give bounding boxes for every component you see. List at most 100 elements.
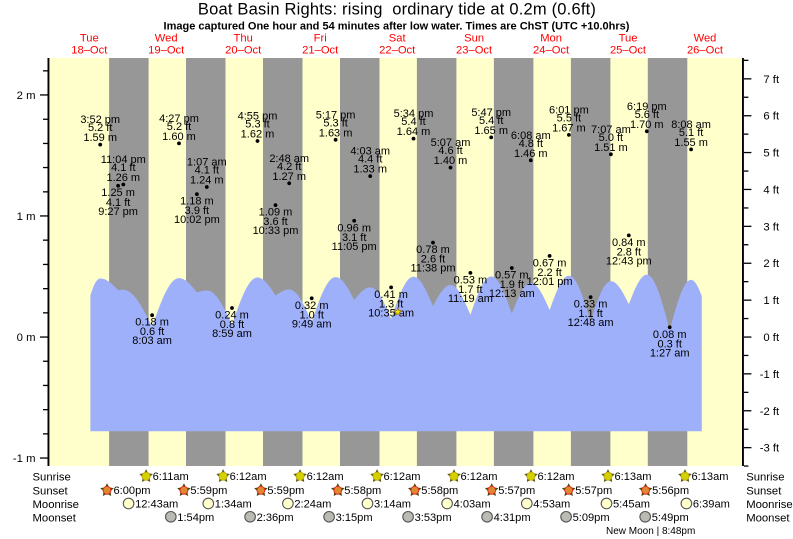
svg-text:5:58pm: 5:58pm: [344, 485, 381, 497]
svg-text:1.7 ft: 1.7 ft: [458, 284, 482, 296]
svg-text:4:55 pm: 4:55 pm: [238, 111, 278, 123]
svg-text:2 ft: 2 ft: [763, 258, 780, 270]
svg-text:4:31pm: 4:31pm: [494, 512, 531, 524]
svg-text:5.1 ft: 5.1 ft: [679, 127, 703, 139]
svg-text:5:47 pm: 5:47 pm: [471, 107, 511, 119]
svg-text:5:56pm: 5:56pm: [652, 485, 689, 497]
svg-text:0.53 m: 0.53 m: [454, 274, 488, 286]
svg-text:11:19 am: 11:19 am: [448, 293, 493, 305]
svg-text:1.27 m: 1.27 m: [272, 171, 306, 183]
svg-text:1.62 m: 1.62 m: [241, 129, 275, 141]
svg-text:3.9 ft: 3.9 ft: [185, 205, 209, 217]
svg-text:0.33 m: 0.33 m: [574, 299, 608, 311]
svg-text:1.9 ft: 1.9 ft: [500, 279, 524, 291]
svg-text:6:39am: 6:39am: [693, 499, 730, 511]
svg-text:18–Oct: 18–Oct: [71, 45, 108, 57]
svg-text:22–Oct: 22–Oct: [379, 45, 416, 57]
svg-text:11:38 pm: 11:38 pm: [410, 263, 455, 275]
svg-text:7 ft: 7 ft: [763, 74, 780, 86]
svg-text:-3 ft: -3 ft: [760, 443, 780, 455]
svg-text:1.64 m: 1.64 m: [397, 126, 431, 138]
svg-text:1.63 m: 1.63 m: [319, 127, 353, 139]
svg-text:4:03 am: 4:03 am: [350, 146, 390, 158]
svg-text:2 m: 2 m: [17, 90, 36, 102]
svg-text:20–Oct: 20–Oct: [225, 45, 262, 57]
svg-text:0.78 m: 0.78 m: [416, 244, 450, 256]
svg-text:5.0 ft: 5.0 ft: [599, 132, 623, 144]
svg-text:1.55 m: 1.55 m: [674, 137, 708, 149]
svg-text:1.65 m: 1.65 m: [474, 125, 508, 137]
svg-text:0.08 m: 0.08 m: [653, 329, 687, 341]
svg-text:5 ft: 5 ft: [763, 148, 780, 160]
svg-text:0.18 m: 0.18 m: [135, 317, 169, 329]
svg-text:0.8 ft: 0.8 ft: [220, 319, 244, 331]
svg-text:5.4 ft: 5.4 ft: [401, 116, 425, 128]
svg-text:25–Oct: 25–Oct: [610, 45, 647, 57]
svg-text:5.2 ft: 5.2 ft: [88, 122, 112, 134]
svg-text:2.8 ft: 2.8 ft: [617, 246, 641, 258]
svg-text:23–Oct: 23–Oct: [456, 45, 493, 57]
svg-text:5.3 ft: 5.3 ft: [323, 117, 347, 129]
svg-text:1.59 m: 1.59 m: [83, 132, 117, 144]
svg-text:-2 ft: -2 ft: [760, 406, 780, 418]
svg-text:4:27 pm: 4:27 pm: [159, 113, 199, 125]
svg-text:4.1 ft: 4.1 ft: [106, 197, 130, 209]
svg-text:1.70 m: 1.70 m: [630, 119, 664, 131]
svg-text:6:11am: 6:11am: [153, 471, 189, 483]
svg-text:5:07 am: 5:07 am: [431, 137, 471, 149]
svg-text:5:34 pm: 5:34 pm: [394, 108, 434, 120]
svg-text:1:27 am: 1:27 am: [650, 347, 690, 359]
svg-text:4 ft: 4 ft: [763, 185, 780, 197]
svg-text:Mon: Mon: [540, 33, 562, 45]
svg-text:New Moon | 8:48pm: New Moon | 8:48pm: [606, 526, 695, 537]
svg-text:1:07 am: 1:07 am: [187, 157, 227, 169]
svg-text:5:45am: 5:45am: [613, 499, 650, 511]
svg-text:6:08 am: 6:08 am: [511, 130, 551, 142]
svg-text:-1 m: -1 m: [13, 453, 36, 465]
svg-text:1.0 ft: 1.0 ft: [299, 309, 323, 321]
svg-text:1.1 ft: 1.1 ft: [578, 308, 602, 320]
svg-text:Tue: Tue: [619, 33, 638, 45]
svg-text:9:49 am: 9:49 am: [292, 318, 332, 330]
svg-text:12:43am: 12:43am: [135, 499, 178, 511]
svg-text:2:36pm: 2:36pm: [257, 512, 294, 524]
svg-text:10:35 am: 10:35 am: [368, 307, 414, 319]
svg-text:5:49pm: 5:49pm: [652, 512, 689, 524]
svg-text:1.3 ft: 1.3 ft: [379, 298, 403, 310]
svg-text:Thu: Thu: [234, 33, 253, 45]
svg-text:1.60 m: 1.60 m: [162, 131, 196, 143]
svg-text:6 ft: 6 ft: [763, 111, 780, 123]
svg-text:5:58pm: 5:58pm: [421, 485, 458, 497]
svg-text:3:52 pm: 3:52 pm: [80, 114, 120, 126]
svg-text:1.25 m: 1.25 m: [101, 187, 135, 199]
svg-text:Sun: Sun: [464, 33, 484, 45]
svg-text:Moonrise: Moonrise: [746, 499, 792, 511]
svg-text:Sunset: Sunset: [746, 486, 782, 498]
svg-text:3.1 ft: 3.1 ft: [342, 232, 366, 244]
svg-text:12:13 am: 12:13 am: [489, 288, 535, 300]
svg-text:1.26 m: 1.26 m: [106, 172, 140, 184]
svg-text:Moonset: Moonset: [33, 512, 77, 524]
svg-text:1:54pm: 1:54pm: [177, 512, 214, 524]
svg-text:5.6 ft: 5.6 ft: [635, 109, 659, 121]
svg-text:5.3 ft: 5.3 ft: [245, 119, 269, 131]
svg-text:5:17 pm: 5:17 pm: [316, 109, 356, 121]
svg-text:1.18 m: 1.18 m: [180, 196, 214, 208]
svg-text:8:59 am: 8:59 am: [212, 328, 252, 340]
svg-text:8:08 am: 8:08 am: [671, 119, 711, 131]
svg-text:1.51 m: 1.51 m: [594, 142, 628, 154]
svg-text:6:01 pm: 6:01 pm: [549, 104, 589, 116]
svg-text:4.6 ft: 4.6 ft: [438, 145, 462, 157]
svg-text:6:13am: 6:13am: [615, 471, 652, 483]
svg-text:19–Oct: 19–Oct: [148, 45, 185, 57]
svg-text:11:05 pm: 11:05 pm: [332, 241, 377, 253]
svg-text:0.84 m: 0.84 m: [612, 237, 646, 249]
svg-text:4.8 ft: 4.8 ft: [519, 138, 543, 150]
svg-text:1.46 m: 1.46 m: [514, 148, 548, 160]
svg-text:Fri: Fri: [314, 33, 327, 45]
svg-text:1.67 m: 1.67 m: [552, 122, 586, 134]
svg-text:2.2 ft: 2.2 ft: [537, 267, 561, 279]
svg-text:1 m: 1 m: [17, 211, 36, 223]
svg-text:6:19 pm: 6:19 pm: [627, 101, 667, 113]
svg-text:3:14am: 3:14am: [374, 499, 411, 511]
